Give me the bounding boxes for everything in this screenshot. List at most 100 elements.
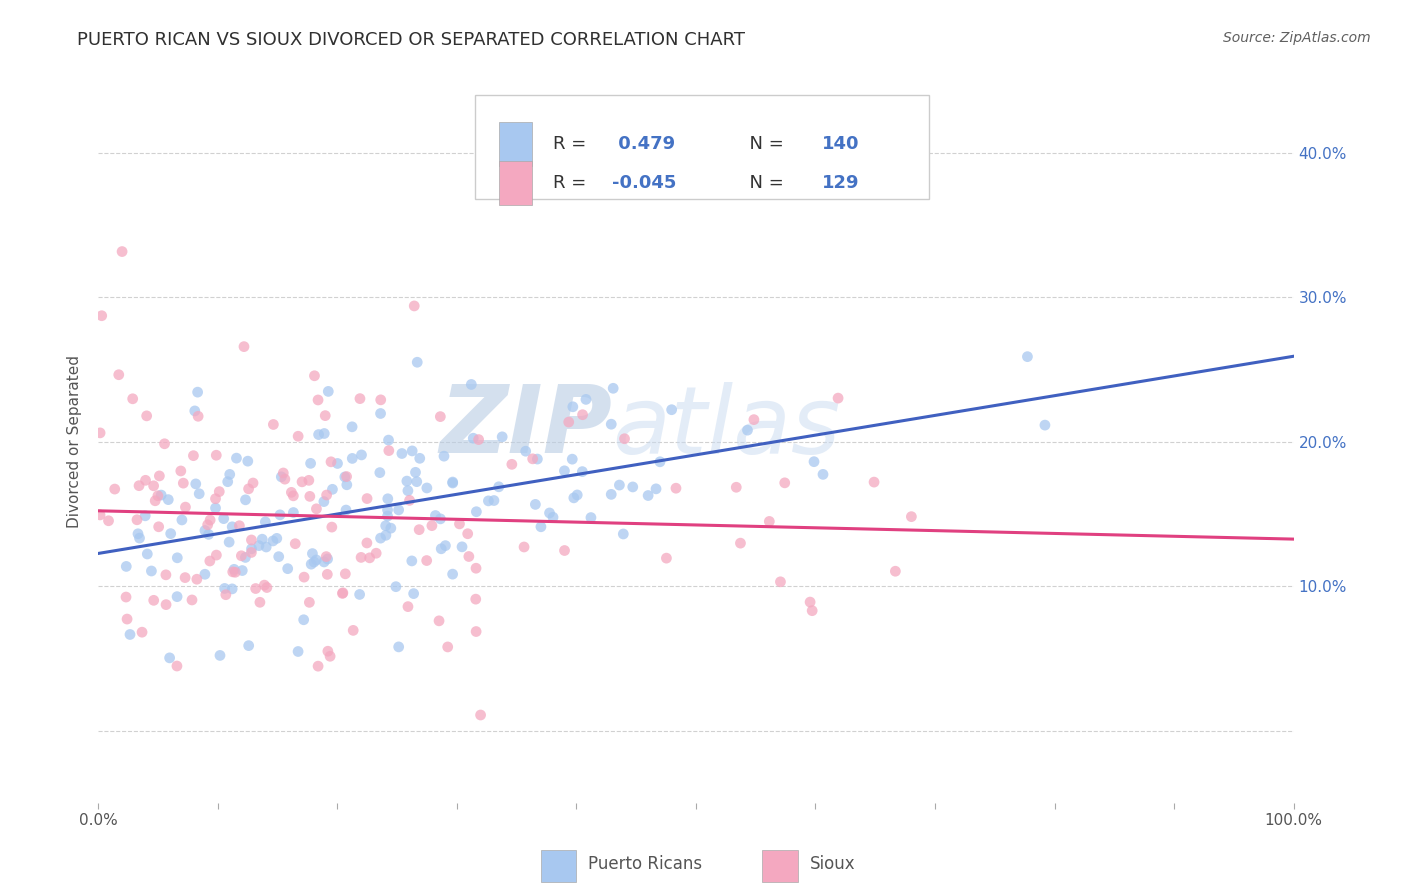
- Point: [238, 639, 260, 653]
- Point: [128, 531, 150, 545]
- Point: [526, 452, 548, 467]
- Point: [769, 574, 792, 589]
- Point: [477, 494, 499, 508]
- Point: [172, 476, 194, 491]
- Point: [250, 532, 273, 546]
- Point: [254, 515, 277, 529]
- Point: [198, 554, 221, 568]
- Point: [637, 489, 659, 503]
- Point: [271, 466, 294, 480]
- Point: [336, 469, 359, 483]
- Point: [316, 384, 339, 399]
- Point: [380, 521, 402, 535]
- Point: [395, 474, 418, 488]
- Point: [242, 475, 264, 490]
- Point: [340, 419, 363, 434]
- Point: [773, 475, 796, 490]
- Point: [396, 599, 419, 614]
- Point: [277, 562, 299, 576]
- Point: [356, 491, 378, 506]
- Point: [292, 570, 315, 584]
- Point: [159, 651, 181, 665]
- Point: [231, 564, 253, 578]
- Point: [482, 493, 505, 508]
- Point: [197, 527, 219, 541]
- Point: [737, 423, 759, 437]
- Point: [221, 520, 243, 534]
- Point: [377, 509, 399, 524]
- Point: [501, 458, 523, 472]
- Point: [266, 532, 288, 546]
- Text: R =: R =: [553, 135, 592, 153]
- Text: -0.045: -0.045: [613, 174, 676, 192]
- Point: [118, 627, 141, 641]
- Point: [245, 582, 267, 596]
- Point: [350, 448, 373, 462]
- Point: [538, 506, 561, 520]
- Point: [332, 586, 354, 600]
- Point: [143, 493, 166, 508]
- Point: [308, 427, 330, 442]
- Point: [460, 377, 482, 392]
- Point: [184, 404, 207, 418]
- Point: [602, 381, 624, 395]
- Point: [374, 518, 396, 533]
- Point: [225, 451, 247, 466]
- Point: [429, 409, 451, 424]
- Point: [301, 547, 323, 561]
- Point: [388, 640, 411, 654]
- Point: [402, 586, 425, 600]
- Point: [359, 550, 381, 565]
- Point: [198, 513, 221, 527]
- Point: [299, 456, 322, 470]
- Point: [208, 484, 231, 499]
- Point: [166, 659, 188, 673]
- Point: [370, 531, 392, 545]
- Point: [388, 503, 411, 517]
- Point: [231, 549, 253, 563]
- Point: [148, 520, 170, 534]
- Point: [612, 527, 634, 541]
- Point: [457, 526, 479, 541]
- Point: [429, 512, 451, 526]
- Point: [142, 593, 165, 607]
- Point: [166, 590, 188, 604]
- Point: [434, 539, 457, 553]
- Point: [186, 572, 208, 586]
- Point: [342, 451, 364, 466]
- Point: [600, 417, 623, 432]
- Point: [188, 487, 211, 501]
- Point: [378, 443, 401, 458]
- Point: [465, 505, 488, 519]
- Point: [409, 451, 432, 466]
- Point: [554, 543, 576, 558]
- Point: [269, 508, 291, 522]
- Bar: [475, 95, 929, 200]
- Point: [90, 309, 112, 323]
- Point: [240, 533, 263, 547]
- Point: [253, 578, 276, 592]
- Point: [184, 476, 207, 491]
- Text: PUERTO RICAN VS SIOUX DIVORCED OR SEPARATED CORRELATION CHART: PUERTO RICAN VS SIOUX DIVORCED OR SEPARA…: [77, 31, 745, 49]
- Point: [222, 565, 245, 579]
- Point: [425, 508, 447, 523]
- Point: [553, 464, 575, 478]
- Point: [170, 464, 193, 478]
- Point: [204, 491, 226, 506]
- Point: [401, 444, 423, 458]
- Point: [298, 489, 321, 503]
- Point: [262, 417, 284, 432]
- Point: [267, 549, 290, 564]
- Text: R =: R =: [553, 174, 592, 192]
- Point: [319, 649, 342, 664]
- Point: [1017, 350, 1039, 364]
- Point: [159, 526, 181, 541]
- Point: [405, 475, 427, 489]
- Point: [342, 624, 364, 638]
- Point: [134, 508, 156, 523]
- Point: [238, 482, 260, 496]
- Point: [305, 553, 328, 567]
- Point: [415, 553, 437, 567]
- Point: [292, 613, 315, 627]
- Text: N =: N =: [738, 174, 789, 192]
